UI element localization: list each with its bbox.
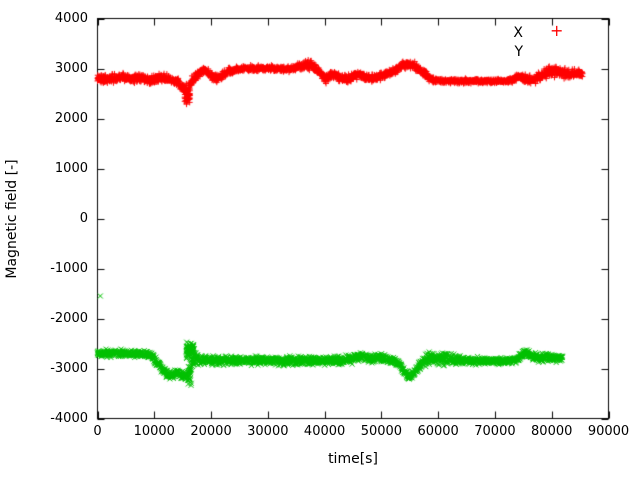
y-axis-title: Magnetic field [-] — [4, 159, 20, 279]
x-axis-title: time[s] — [328, 451, 378, 467]
legend-label-y: Y — [514, 44, 523, 60]
legend-plus-marker-icon: + — [550, 21, 564, 40]
legend-label-x: X — [513, 25, 523, 41]
